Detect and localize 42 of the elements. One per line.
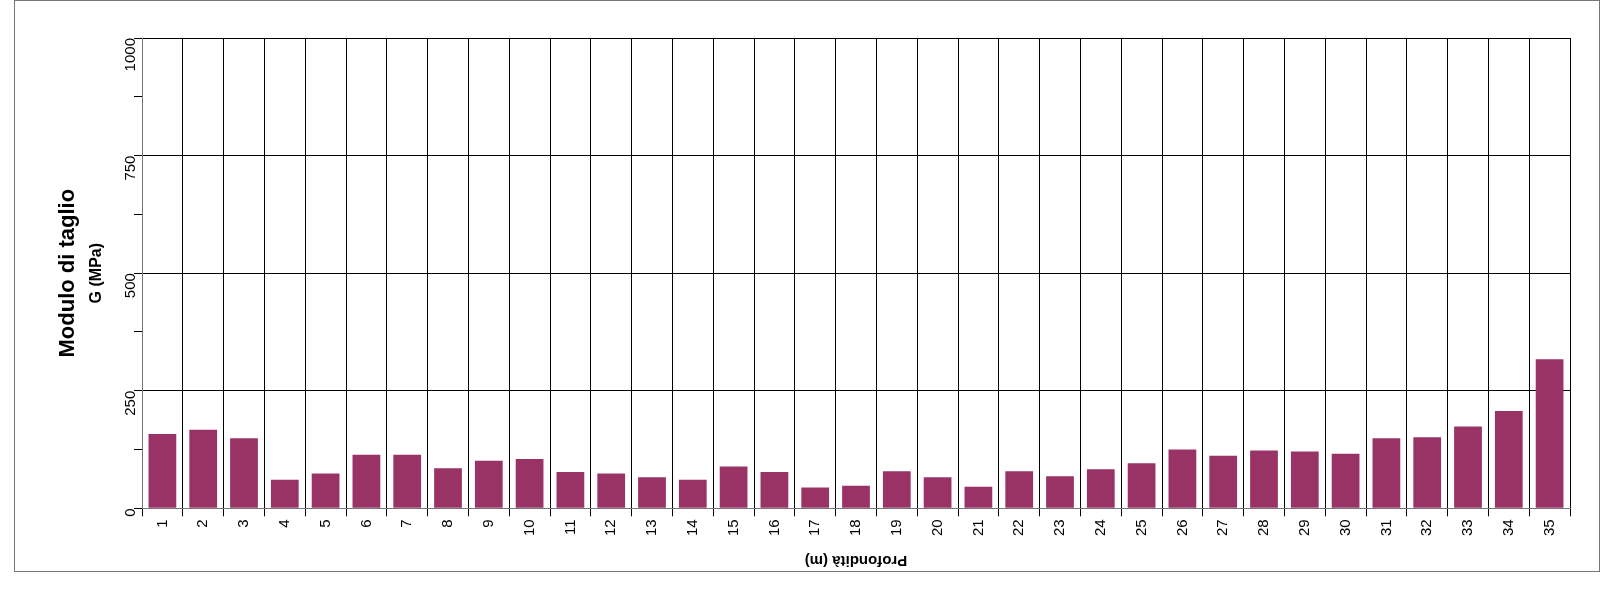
x-tick-label: 18 bbox=[846, 519, 864, 536]
x-tick-label: 11 bbox=[560, 519, 578, 535]
y-tick-label: 500 bbox=[121, 273, 139, 299]
x-tick-label: 30 bbox=[1335, 519, 1353, 536]
y-tick-label: 250 bbox=[121, 390, 139, 416]
x-tick-label: 34 bbox=[1498, 519, 1516, 536]
x-tick-label: 25 bbox=[1131, 519, 1149, 536]
x-tick-label: 3 bbox=[234, 519, 252, 528]
y-tick-label: 750 bbox=[121, 155, 139, 181]
y-tick-label: 1000 bbox=[121, 38, 139, 72]
x-axis-title: Profondità (m) bbox=[804, 552, 908, 570]
x-tick-label: 19 bbox=[886, 519, 904, 536]
y-axis-title: Modulo di taglio G (MPa) bbox=[54, 188, 105, 358]
x-tick-label: 2 bbox=[193, 519, 211, 528]
x-tick-label: 35 bbox=[1539, 519, 1557, 536]
x-tick-label: 31 bbox=[1376, 519, 1394, 536]
x-tick-label: 12 bbox=[601, 519, 619, 536]
x-tick-label: 16 bbox=[764, 519, 782, 536]
x-tick-label: 27 bbox=[1213, 519, 1231, 536]
x-tick-label: 24 bbox=[1090, 519, 1108, 536]
x-tick-label: 6 bbox=[356, 519, 374, 528]
x-tick-label: 1 bbox=[152, 519, 170, 528]
x-tick-label: 32 bbox=[1417, 519, 1435, 536]
x-tick-label: 9 bbox=[478, 519, 496, 528]
x-tick-label: 15 bbox=[723, 519, 741, 536]
x-tick-label: 14 bbox=[682, 519, 700, 536]
x-tick-label: 23 bbox=[1050, 519, 1068, 536]
x-tick-label: 5 bbox=[315, 519, 333, 528]
x-tick-label: 20 bbox=[927, 519, 945, 536]
x-tick-label: 17 bbox=[805, 519, 823, 536]
x-tick-label: 7 bbox=[397, 519, 415, 528]
x-tick-label: 21 bbox=[968, 519, 986, 536]
x-tick-label: 26 bbox=[1172, 519, 1190, 536]
x-tick-label: 22 bbox=[1009, 519, 1027, 536]
x-tick-label: 28 bbox=[1254, 519, 1272, 536]
x-tick-label: 13 bbox=[642, 519, 660, 536]
x-tick-label: 33 bbox=[1458, 519, 1476, 536]
x-tick-label: 4 bbox=[274, 519, 292, 528]
y-tick-label: 0 bbox=[121, 508, 139, 517]
x-tick-label: 10 bbox=[519, 519, 537, 536]
x-tick-label: 29 bbox=[1294, 519, 1312, 536]
x-tick-label: 8 bbox=[438, 519, 456, 528]
